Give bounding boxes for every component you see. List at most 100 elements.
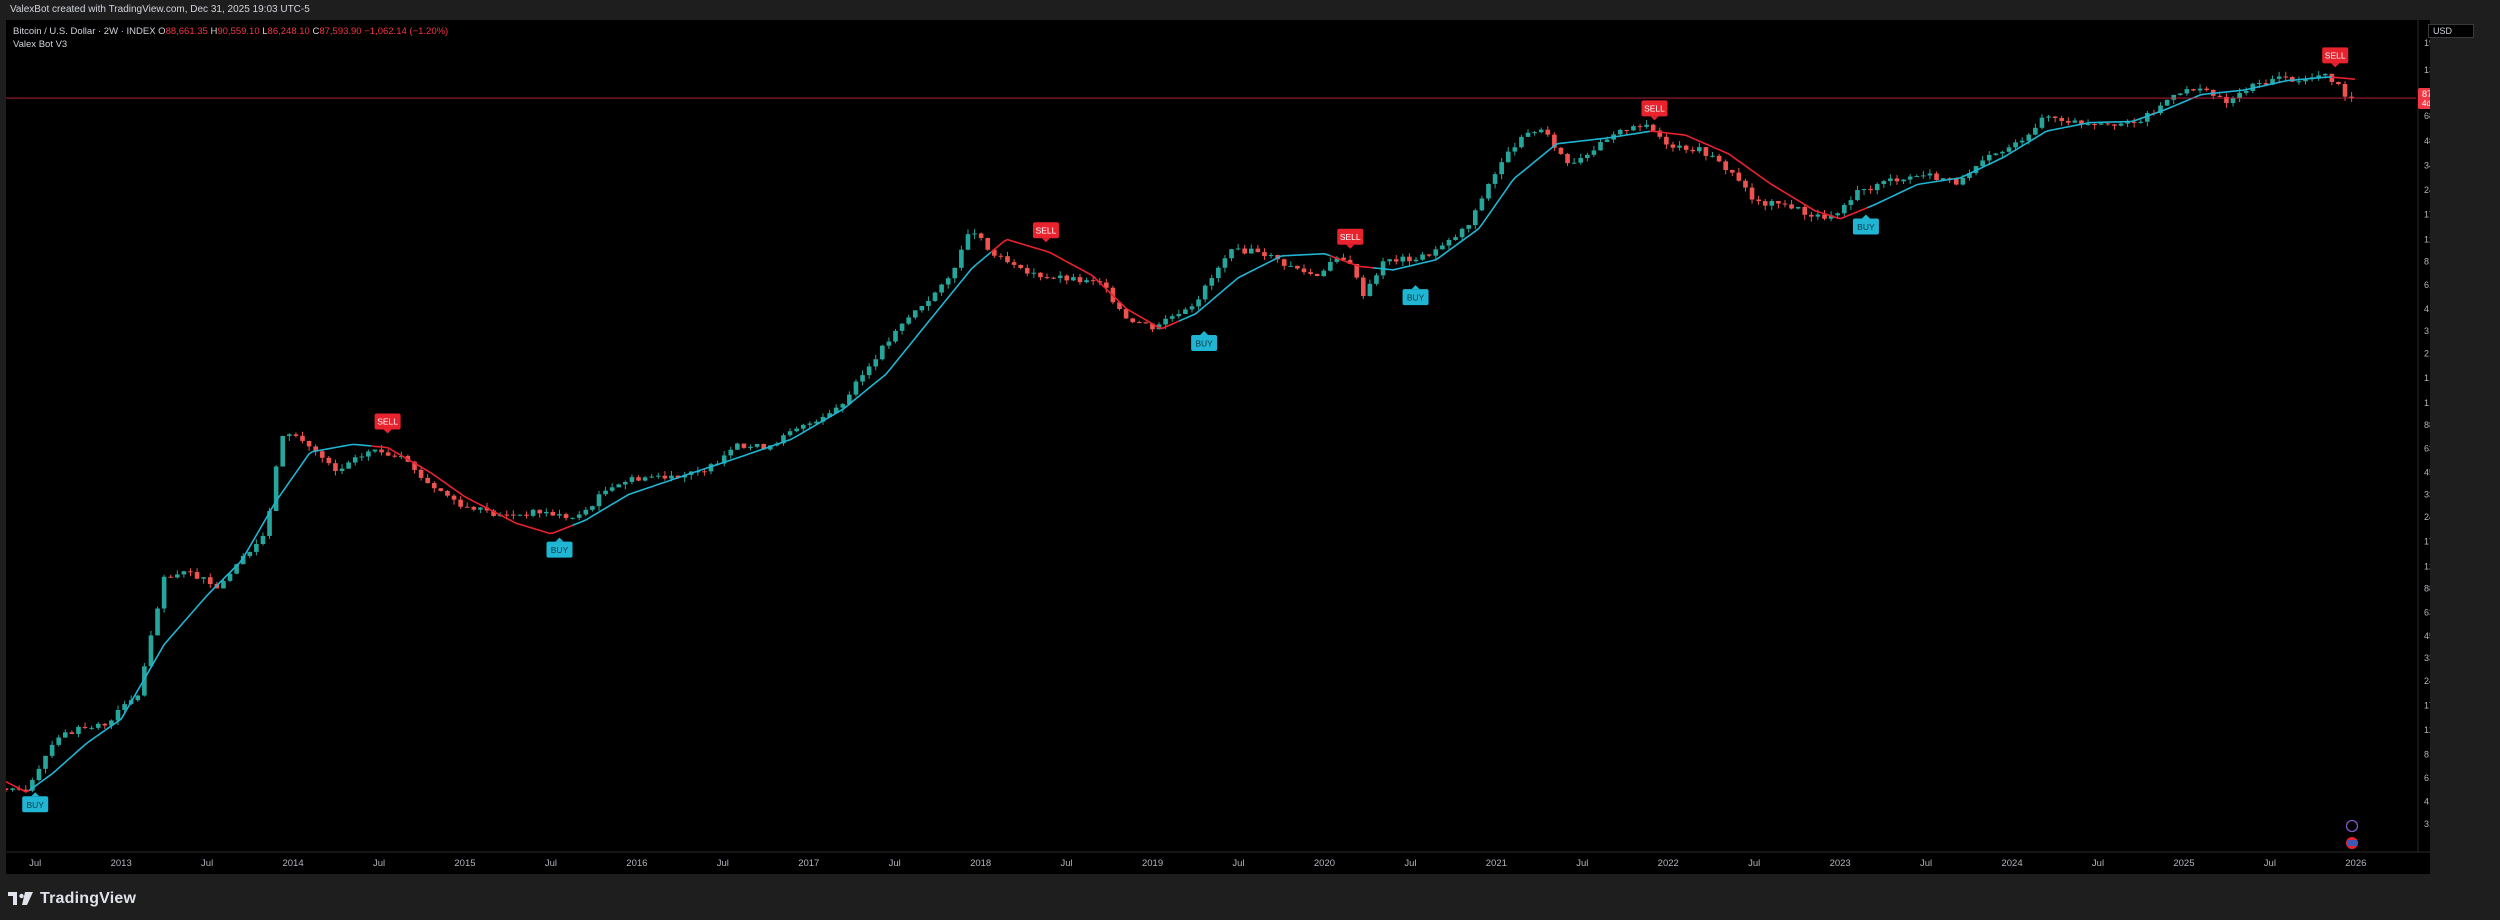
candle-body <box>735 443 740 450</box>
candle-body <box>1657 130 1663 137</box>
x-axis-tick-label: Jul <box>29 858 41 869</box>
y-axis-tick-label: 4.40 <box>2424 796 2430 806</box>
candle-body <box>642 477 648 481</box>
buy-signal[interactable]: BUY <box>1191 331 1218 352</box>
candle-body <box>1499 162 1504 175</box>
candle-body <box>748 446 753 448</box>
candle-body <box>807 423 813 425</box>
y-axis-tick-label: 6,300.00 <box>2424 280 2430 290</box>
low-value: 86,248.10 <box>267 26 310 37</box>
candle-body <box>1743 180 1748 188</box>
candle-body <box>1308 272 1313 274</box>
candle-body <box>1894 178 1900 182</box>
tradingview-brand-text: TradingView <box>40 890 137 907</box>
candle-body <box>1874 184 1880 191</box>
x-axis-tick-label: 2019 <box>1142 858 1163 869</box>
signal-label: SELL <box>1644 103 1665 113</box>
candle-body <box>2263 83 2269 85</box>
y-axis-tick-label: 6.10 <box>2424 773 2430 783</box>
candle-body <box>1018 264 1023 269</box>
candle-body <box>1235 248 1241 250</box>
candle-body <box>781 435 786 444</box>
candle-body <box>2026 134 2032 141</box>
candle-body <box>2349 96 2354 98</box>
candle-body <box>728 449 734 456</box>
candle-body <box>2276 76 2282 79</box>
sell-signal[interactable]: SELL <box>2322 47 2349 68</box>
candle-body <box>385 452 391 456</box>
candle-body <box>2033 127 2038 135</box>
candle-body <box>451 495 457 500</box>
candle-body <box>1986 154 1992 161</box>
price-chart[interactable]: 3.20 4.40 6.10 8.50 12.00 17.00 24.00 33.00 45.0… <box>6 20 2430 874</box>
buy-signal[interactable]: BUY <box>1852 214 1879 235</box>
signal-label: BUY <box>1195 339 1213 349</box>
candle-body <box>576 514 582 518</box>
candle-body <box>1855 190 1860 201</box>
candle-body <box>2125 121 2130 124</box>
candle-body <box>300 435 305 441</box>
candle-body <box>1341 257 1346 261</box>
sell-signal[interactable]: SELL <box>1032 222 1059 243</box>
candle-body <box>333 463 338 471</box>
buy-signal[interactable]: BUY <box>1402 285 1429 306</box>
candle-body <box>1703 147 1709 156</box>
candle-body <box>240 555 246 565</box>
symbol-legend[interactable]: Bitcoin / U.S. Dollar · 2W · INDEX O88,6… <box>13 26 448 37</box>
x-axis-tick-label: 2015 <box>454 858 475 869</box>
candle-body <box>10 788 15 790</box>
y-axis-tick-label: 2,400.00 <box>2424 349 2430 359</box>
signal-box <box>1337 228 1364 245</box>
indicator-legend[interactable]: Valex Bot V3 <box>13 39 67 50</box>
y-axis-tick-label: 24,000.00 <box>2424 185 2430 195</box>
candle-body <box>2257 83 2262 85</box>
candle-body <box>583 509 589 515</box>
x-axis-tick-label: Jul <box>1061 858 1073 869</box>
signal-pointer <box>2331 63 2340 68</box>
event-marker-icon[interactable] <box>2345 819 2359 833</box>
indicator-name: Valex Bot V3 <box>13 39 68 50</box>
candle-body <box>893 330 898 342</box>
x-axis-tick-label: 2024 <box>2001 858 2022 869</box>
buy-signal[interactable]: BUY <box>22 792 49 813</box>
candle-body <box>359 456 365 458</box>
buy-signal[interactable]: BUY <box>546 537 573 558</box>
candle-body <box>840 404 846 408</box>
candle-body <box>221 580 226 589</box>
signal-pointer <box>1200 331 1209 336</box>
candle-body <box>2224 96 2229 104</box>
candle-body <box>2085 124 2091 126</box>
candle-body <box>1697 147 1702 152</box>
candle-body <box>2092 124 2097 126</box>
candle-body <box>1044 277 1050 279</box>
sell-signal[interactable]: SELL <box>1337 228 1364 249</box>
signal-label: BUY <box>1407 293 1425 303</box>
chart-frame[interactable]: 3.20 4.40 6.10 8.50 12.00 17.00 24.00 33.00 45.0… <box>6 20 2430 874</box>
candle-body <box>563 514 569 518</box>
flag-icon-inner <box>2347 840 2357 846</box>
candle-body <box>1769 200 1775 206</box>
candle-body <box>1479 198 1485 211</box>
trend-line-down <box>2331 76 2355 80</box>
candle-body <box>201 577 206 579</box>
x-axis-tick-label: 2013 <box>111 858 132 869</box>
candle-body <box>1736 172 1742 181</box>
candle-body <box>880 345 885 360</box>
candle-body <box>2065 120 2071 123</box>
candle-body <box>517 514 523 516</box>
trend-line-down <box>6 780 30 793</box>
candle-body <box>188 571 193 573</box>
candle-body <box>227 573 233 581</box>
currency-selector[interactable]: USD <box>2428 24 2474 38</box>
candle-body <box>2098 123 2104 125</box>
candle-body <box>2283 76 2289 78</box>
candle-body <box>603 490 608 495</box>
signal-pointer <box>1861 214 1870 219</box>
y-axis-tick-label: 33.00 <box>2424 653 2430 663</box>
y-axis-tick-label: 12.00 <box>2424 725 2430 735</box>
trend-line-up <box>1178 252 1331 322</box>
sell-signal[interactable]: SELL <box>374 413 401 434</box>
x-axis-tick-label: 2021 <box>1486 858 1507 869</box>
candle-body <box>1222 258 1228 268</box>
sell-signal[interactable]: SELL <box>1641 100 1668 121</box>
